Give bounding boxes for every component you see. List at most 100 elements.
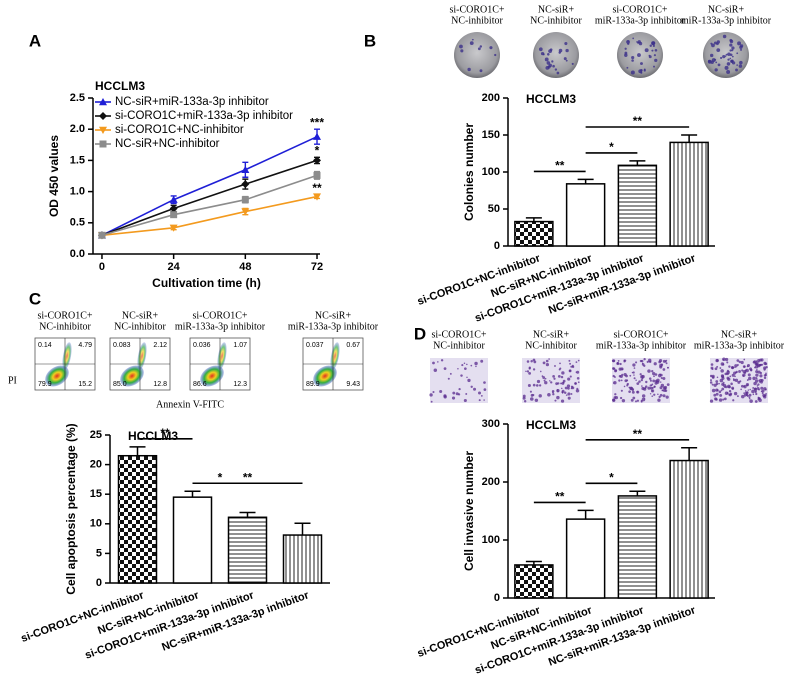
significance-label: ** <box>555 490 565 504</box>
invading-cell <box>651 386 654 390</box>
invading-cell <box>709 381 713 384</box>
invading-cell <box>631 371 634 374</box>
invading-cell <box>644 385 648 388</box>
invading-cell <box>561 382 565 385</box>
invading-cell <box>557 382 560 385</box>
invading-cell <box>460 374 463 377</box>
invading-cell <box>711 388 716 393</box>
invading-cell <box>538 384 542 387</box>
image-label: NC-siR+ <box>708 4 745 15</box>
image-label: miR-133a-3p inhibitor <box>288 321 379 332</box>
invading-cell <box>743 365 746 368</box>
invading-cell <box>639 373 642 376</box>
chart-title: HCCLM3 <box>128 429 178 443</box>
invading-cell <box>662 389 666 392</box>
invading-cell <box>561 387 563 390</box>
colony <box>571 62 574 65</box>
invading-cell <box>662 394 666 398</box>
colony <box>729 57 732 60</box>
colony <box>640 69 643 72</box>
invading-cell <box>634 400 637 403</box>
x-tick-label: 48 <box>239 261 251 273</box>
y-tick-label: 15 <box>90 488 102 500</box>
significance-label: * <box>218 470 223 484</box>
colony <box>725 53 728 56</box>
significance-label: ** <box>312 181 322 195</box>
invading-cell <box>612 359 616 363</box>
colony <box>459 44 463 49</box>
y-axis-title: Cell apoptosis percentage (%) <box>64 423 78 594</box>
invading-cell <box>732 378 736 382</box>
invading-cell <box>620 379 623 382</box>
colony <box>648 55 652 59</box>
image-label: miR-133a-3p inhibitor <box>681 15 772 26</box>
colony <box>716 40 720 44</box>
invading-cell <box>759 374 763 378</box>
colony <box>632 37 635 40</box>
colony <box>731 49 734 52</box>
invading-cell <box>543 379 546 382</box>
colony <box>547 52 550 56</box>
image-label: NC-siR+ <box>315 310 352 321</box>
invading-cell <box>632 363 636 367</box>
invading-cell <box>736 359 740 362</box>
invading-cell <box>463 398 467 403</box>
colony <box>469 41 474 46</box>
invading-cell <box>754 379 759 383</box>
invading-cell <box>746 384 749 387</box>
y-tick-label: 0.5 <box>70 217 85 229</box>
error-bar <box>629 490 646 496</box>
invading-cell <box>649 393 652 395</box>
invading-cell <box>614 395 619 400</box>
invading-cell <box>752 393 755 396</box>
colony <box>653 65 655 68</box>
colony <box>544 57 549 62</box>
colony-plate <box>454 32 500 78</box>
invading-cell <box>765 372 767 375</box>
invading-cell <box>653 385 656 388</box>
colony <box>552 64 555 68</box>
y-tick-label: 1.0 <box>70 186 85 198</box>
colony <box>565 48 569 53</box>
invading-cell <box>660 376 663 380</box>
invading-cell <box>558 368 561 371</box>
invading-cell <box>522 394 526 398</box>
image-label: si-CORO1C+ <box>431 329 486 340</box>
invading-cell <box>728 390 732 393</box>
invading-cell <box>566 384 571 388</box>
invading-cell <box>753 366 756 369</box>
cell-population <box>120 365 144 387</box>
colony <box>651 41 656 46</box>
colony <box>631 55 635 60</box>
invading-cell <box>740 384 744 388</box>
invading-cell <box>465 392 468 395</box>
invading-cell <box>749 368 753 372</box>
bar <box>669 141 709 247</box>
data-point <box>170 211 178 219</box>
invading-cell <box>532 383 536 387</box>
colony <box>644 48 649 53</box>
cell-population <box>200 365 224 387</box>
invading-cell <box>635 379 637 382</box>
invading-cell <box>432 361 435 365</box>
invading-cell <box>738 370 741 373</box>
image-label: si-CORO1C+ <box>192 310 247 321</box>
invading-cell <box>557 375 561 378</box>
panel-letter: C <box>29 289 41 308</box>
invading-cell <box>550 381 553 384</box>
invading-cell <box>660 381 662 383</box>
image-label: si-CORO1C+ <box>37 310 92 321</box>
data-point <box>313 156 322 165</box>
cell-population <box>137 342 147 370</box>
invading-cell <box>755 360 758 363</box>
invading-cell <box>718 398 723 402</box>
panel-letter: A <box>29 31 41 50</box>
invading-cell <box>746 379 749 381</box>
data-point <box>241 196 249 204</box>
invading-cell <box>567 377 571 381</box>
colony-plate <box>533 32 579 78</box>
invading-cell <box>643 357 646 361</box>
colony <box>558 48 563 53</box>
invading-cell <box>760 358 764 362</box>
invading-cell <box>478 399 481 402</box>
